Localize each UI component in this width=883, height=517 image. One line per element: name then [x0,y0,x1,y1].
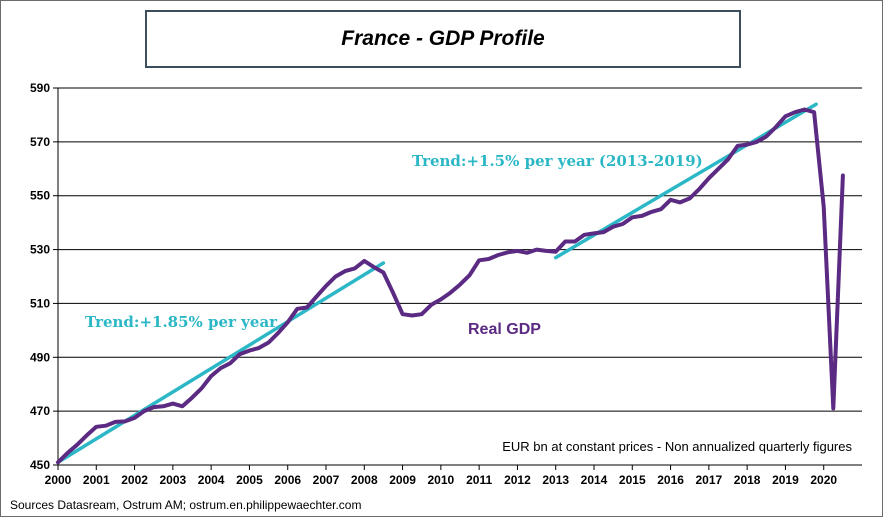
y-tick-label: 550 [30,189,50,203]
units-note: EUR bn at constant prices - Non annualiz… [502,439,852,454]
y-tick-label: 470 [30,404,50,418]
y-tick-label: 450 [30,458,50,472]
chart-title: France - GDP Profile [341,27,545,50]
series-lines [56,102,845,465]
x-tick-label: 2001 [83,473,110,487]
x-tick-label: 2017 [696,473,723,487]
x-tick-label: 2007 [313,473,340,487]
x-tick-label: 2005 [236,473,263,487]
x-tick-label: 2015 [619,473,646,487]
title-box: France - GDP Profile [145,10,741,68]
x-tick-label: 2016 [657,473,684,487]
x-tick-label: 2014 [581,473,608,487]
y-tick-label: 530 [30,243,50,257]
x-tick-label: 2011 [466,473,492,487]
x-tick-label: 2003 [160,473,187,487]
x-tick-label: 2000 [45,473,72,487]
source-note: Sources Datasream, Ostrum AM; ostrum.en.… [10,498,361,512]
x-tick-label: 2012 [504,473,531,487]
real-gdp-label: Real GDP [468,321,541,338]
y-tick-label: 570 [30,135,50,149]
series-line-0 [56,107,845,465]
x-tick-label: 2013 [542,473,569,487]
y-tick-label: 510 [30,296,50,310]
trend-late-label: Trend:+1.5% per year (2013-2019) [412,152,703,170]
x-tick-label: 2008 [351,473,378,487]
x-tick-label: 2019 [772,473,799,487]
x-tick-label: 2020 [810,473,837,487]
x-tick-label: 2002 [121,473,148,487]
x-tick-label: 2010 [428,473,455,487]
x-tick-labels: 2000 2001 2002 2003 2004 2005 2006 2007 2008 2009… [45,473,838,487]
x-tick-label: 2009 [389,473,416,487]
x-tick-label: 2004 [198,473,225,487]
y-tick-label: 590 [30,81,50,95]
series-line-1 [56,261,386,465]
y-tick-labels: 450 470 490 510 530 550 570 590 [30,81,50,472]
y-tick-label: 490 [30,350,50,364]
grid-lines [53,87,862,470]
x-tick-label: 2018 [734,473,761,487]
trend-early-label: Trend:+1.85% per year [85,313,278,331]
x-tick-label: 2006 [274,473,301,487]
